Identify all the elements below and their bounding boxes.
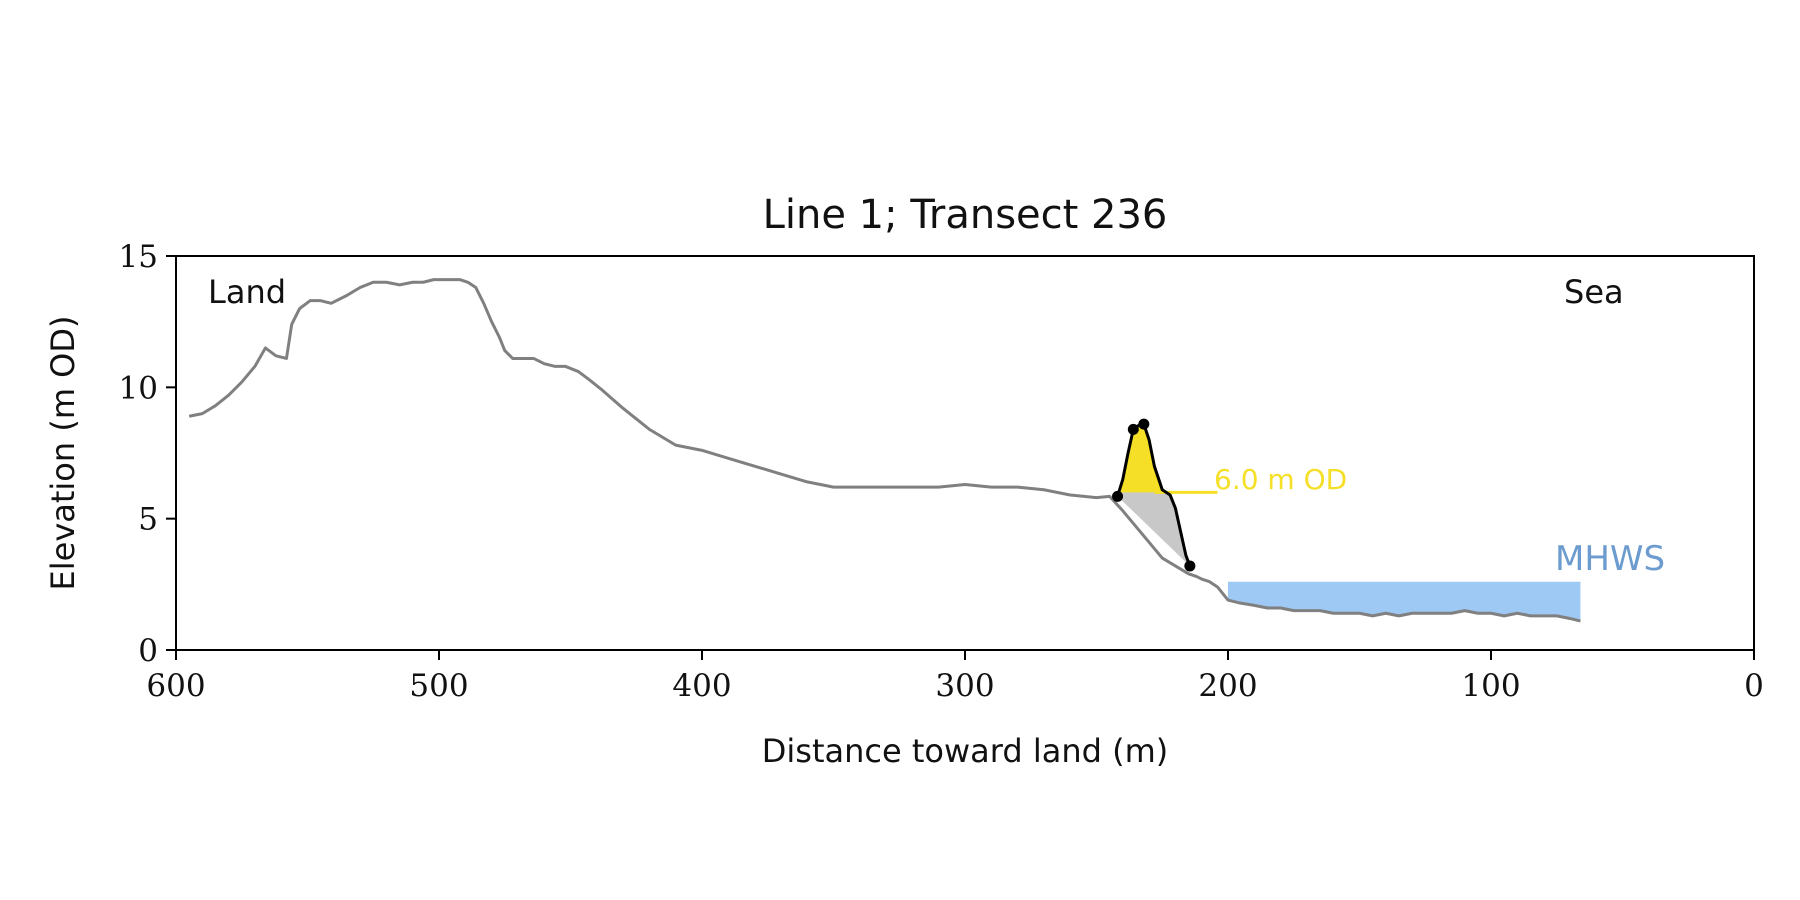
x-tick-label: 400 xyxy=(672,668,731,704)
y-axis-label: Elevation (m OD) xyxy=(44,316,82,591)
mhws-label: MHWS xyxy=(1555,539,1665,579)
y-tick-label: 5 xyxy=(138,502,158,538)
x-tick-label: 100 xyxy=(1461,668,1520,704)
chart-title: Line 1; Transect 236 xyxy=(763,192,1168,238)
ticks: 600 500 400 300 200 100 0 0 5 10 15 xyxy=(119,239,1764,704)
y-tick-label: 0 xyxy=(138,633,158,669)
dune-volume-fill xyxy=(1118,424,1167,493)
x-tick-label: 0 xyxy=(1744,668,1764,704)
dune-point-marker xyxy=(1184,560,1196,572)
y-tick-label: 15 xyxy=(119,239,158,275)
profile-line xyxy=(188,278,1581,623)
dune-point-marker xyxy=(1112,490,1124,502)
mhws-water-fill xyxy=(1228,581,1581,622)
x-tick-label: 300 xyxy=(935,668,994,704)
x-axis-label: Distance toward land (m) xyxy=(762,732,1168,770)
dune-crest-line xyxy=(1116,422,1192,567)
land-label: Land xyxy=(208,273,286,311)
dune-point-marker xyxy=(1138,418,1150,430)
threshold-label: 6.0 m OD xyxy=(1214,463,1347,496)
x-tick-label: 500 xyxy=(409,668,468,704)
x-tick-label: 200 xyxy=(1198,668,1257,704)
sea-label: Sea xyxy=(1564,273,1624,311)
x-tick-label: 600 xyxy=(146,668,205,704)
chart-marks xyxy=(188,278,1581,623)
dune-point-marker xyxy=(1127,423,1139,435)
y-tick-label: 10 xyxy=(119,370,158,406)
